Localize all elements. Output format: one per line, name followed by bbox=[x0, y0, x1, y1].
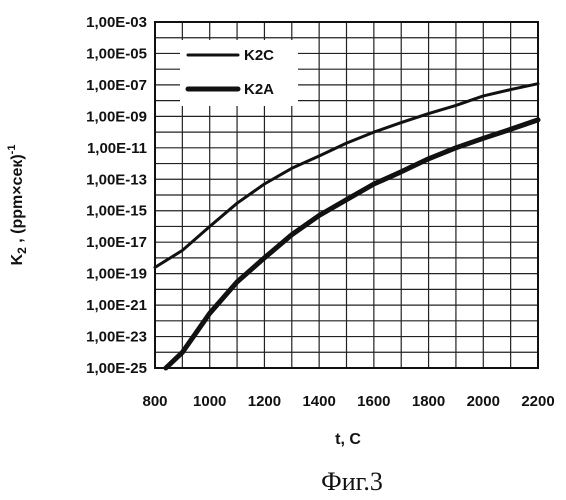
series-line-k2a bbox=[166, 120, 538, 368]
y-axis-label-superscript: -1 bbox=[6, 145, 18, 155]
y-tick-labels: 1,00E-03 1,00E-05 1,00E-07 1,00E-09 1,00E-11… bbox=[86, 14, 147, 377]
legend-label-k2a: K2A bbox=[244, 81, 274, 98]
x-tick-label: 1800 bbox=[412, 393, 445, 410]
x-tick-label: 1000 bbox=[193, 393, 226, 410]
y-axis-label-rest: , (ppm×сек) bbox=[9, 154, 26, 247]
x-tick-label: 1600 bbox=[357, 393, 390, 410]
y-tick-label: 1,00E-03 bbox=[86, 14, 147, 31]
y-tick-label: 1,00E-09 bbox=[86, 108, 147, 125]
y-tick-label: 1,00E-11 bbox=[87, 140, 147, 157]
x-tick-label: 1200 bbox=[248, 393, 281, 410]
y-tick-label: 1,00E-05 bbox=[86, 45, 147, 62]
x-tick-label: 1400 bbox=[302, 393, 335, 410]
legend: K2C K2A bbox=[180, 40, 298, 106]
x-tick-label: 2200 bbox=[521, 393, 554, 410]
y-tick-label: 1,00E-23 bbox=[86, 329, 147, 346]
y-tick-label: 1,00E-17 bbox=[86, 234, 147, 251]
x-tick-labels: 800 1000 1200 1400 1600 1800 2000 2200 bbox=[142, 393, 554, 410]
figure-caption: Фиг.3 bbox=[321, 467, 383, 496]
y-tick-label: 1,00E-07 bbox=[86, 77, 147, 94]
y-tick-label: 1,00E-25 bbox=[86, 360, 147, 377]
legend-label-k2c: K2C bbox=[244, 47, 274, 64]
x-tick-label: 2000 bbox=[467, 393, 500, 410]
legend-background bbox=[180, 40, 298, 106]
y-tick-label: 1,00E-21 bbox=[86, 297, 147, 314]
y-tick-label: 1,00E-19 bbox=[86, 266, 147, 283]
y-tick-label: 1,00E-15 bbox=[86, 203, 147, 220]
y-axis-label-main: K bbox=[9, 253, 26, 265]
x-axis-label: t, C bbox=[335, 431, 361, 448]
y-axis-label: K2 , (ppm×сек)-1 bbox=[6, 145, 29, 266]
x-tick-label: 800 bbox=[142, 393, 167, 410]
y-tick-label: 1,00E-13 bbox=[86, 171, 147, 188]
